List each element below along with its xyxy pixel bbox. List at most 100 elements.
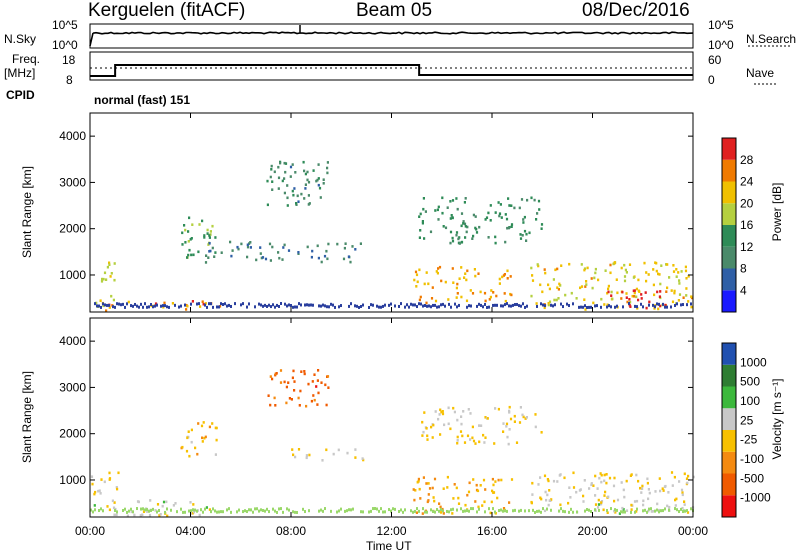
echo-cell — [673, 475, 676, 479]
echo-cell — [418, 509, 420, 513]
echo-cell — [306, 245, 309, 249]
echo-cell — [449, 200, 452, 203]
echo-cell — [483, 291, 487, 295]
echo-cell — [471, 292, 475, 295]
echo-cell — [635, 287, 638, 291]
echo-cell — [141, 513, 144, 517]
echo-cell — [287, 249, 291, 252]
echo-cell — [185, 308, 188, 311]
echo-cell — [442, 225, 445, 228]
echo-cell — [504, 509, 506, 513]
ytick-label: 3000 — [59, 380, 86, 394]
echo-cell — [202, 302, 205, 306]
xtick-label: 04:00 — [175, 524, 205, 538]
noise-right-tick-high: 10^5 — [708, 18, 734, 32]
echo-cell — [184, 228, 187, 232]
echo-cell — [291, 163, 294, 166]
echo-cell — [116, 302, 118, 306]
echo-cell — [489, 219, 492, 222]
echo-cell — [370, 303, 372, 307]
echo-cell — [180, 507, 182, 511]
colorbar-tick-label: -100 — [740, 452, 764, 466]
echo-cell — [478, 424, 481, 427]
echo-cell — [552, 304, 554, 308]
echo-cell — [186, 304, 189, 308]
echo-cell — [300, 370, 303, 373]
echo-cell — [590, 277, 593, 280]
echo-cell — [461, 434, 464, 438]
echo-cell — [260, 303, 262, 307]
echo-cell — [664, 303, 667, 307]
echo-cell — [514, 508, 516, 512]
echo-cell — [456, 439, 459, 442]
echo-cell — [220, 251, 223, 254]
echo-cell — [630, 473, 633, 476]
echo-cell — [660, 509, 662, 513]
echo-cell — [684, 509, 686, 513]
echo-cell — [443, 423, 446, 427]
ytick-label: 1000 — [59, 473, 86, 487]
echo-cell — [462, 222, 465, 225]
echo-cell — [194, 508, 196, 512]
echo-cell — [460, 415, 463, 418]
echo-cell — [268, 242, 272, 246]
echo-cell — [108, 263, 111, 266]
echo-cell — [605, 481, 608, 485]
echo-cell — [525, 416, 528, 419]
echo-cell — [441, 507, 444, 511]
echo-cell — [603, 479, 606, 483]
echo-cell — [478, 225, 481, 229]
echo-cell — [439, 505, 442, 509]
echo-cell — [484, 218, 487, 221]
echo-cell — [448, 510, 450, 514]
echo-cell — [166, 507, 168, 511]
echo-cell — [642, 509, 644, 513]
echo-cell — [613, 476, 616, 480]
echo-cell — [490, 289, 493, 292]
echo-cell — [498, 509, 500, 513]
echo-cell — [576, 510, 578, 514]
echo-cell — [686, 303, 688, 307]
echo-cell — [455, 231, 459, 234]
echo-cell — [99, 492, 102, 495]
echo-cell — [271, 245, 274, 249]
echo-cell — [272, 303, 274, 307]
echo-cell — [360, 510, 362, 514]
echo-cell — [368, 510, 370, 514]
echo-cell — [266, 304, 268, 308]
echo-cell — [524, 305, 526, 309]
echo-cell — [543, 474, 547, 478]
echo-cell — [680, 488, 684, 492]
echo-cell — [656, 502, 659, 506]
echo-cell — [115, 486, 118, 489]
echo-cell — [437, 417, 440, 421]
echo-cell — [475, 483, 478, 487]
echo-cell — [374, 507, 376, 511]
echo-cell — [673, 291, 676, 295]
echo-cell — [214, 236, 217, 239]
beam-title: Beam 05 — [356, 0, 433, 21]
echo-cell — [616, 498, 620, 502]
echo-cell — [598, 508, 600, 512]
echo-cell — [498, 212, 502, 215]
echo-cell — [467, 490, 471, 494]
echo-cell — [530, 294, 533, 298]
echo-cell — [582, 305, 584, 309]
echo-cell — [484, 416, 487, 419]
echo-cell — [202, 421, 205, 424]
echo-cell — [312, 303, 314, 307]
echo-cell — [664, 484, 667, 488]
echo-cell — [502, 509, 504, 513]
echo-cell — [252, 510, 254, 514]
echo-cell — [126, 302, 128, 306]
echo-cell — [536, 263, 539, 266]
noise-left-tick-high: 10^5 — [52, 18, 78, 32]
echo-cell — [198, 223, 201, 226]
echo-cell — [633, 500, 637, 503]
echo-cell — [112, 506, 116, 510]
echo-cell — [417, 477, 420, 481]
echo-cell — [588, 487, 591, 490]
echo-cell — [150, 508, 152, 512]
echo-cell — [624, 268, 627, 272]
echo-cell — [312, 169, 315, 172]
